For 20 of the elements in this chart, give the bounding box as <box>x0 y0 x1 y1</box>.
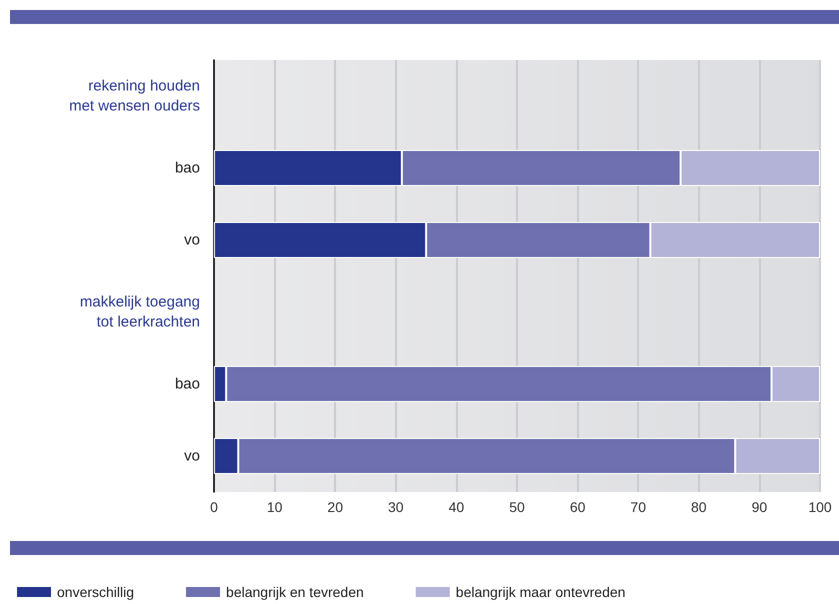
x-tick-label: 30 <box>388 499 404 515</box>
legend-label: onverschillig <box>57 584 134 600</box>
x-tick-label: 0 <box>210 499 218 515</box>
y-tick-label: bao <box>174 160 200 176</box>
x-tick-label: 100 <box>808 499 832 515</box>
y-tick-label: rekening houden met wensen ouders <box>69 78 200 114</box>
y-tick-label: bao <box>174 376 200 392</box>
legend-label: belangrijk maar ontevreden <box>456 584 626 600</box>
y-tick-label: makkelijk toegang tot leerkrachten <box>80 294 200 330</box>
x-tick-label: 20 <box>327 499 344 515</box>
x-tick-label: 40 <box>448 499 464 515</box>
x-tick-label: 50 <box>509 499 525 515</box>
x-tick-label: 80 <box>691 499 707 515</box>
x-tick-label: 90 <box>752 499 768 515</box>
x-tick-label: 70 <box>630 499 646 515</box>
y-tick-label: vo <box>184 448 200 464</box>
x-tick-label: 60 <box>570 499 586 515</box>
x-tick-label: 10 <box>266 499 283 515</box>
y-tick-label: vo <box>184 232 200 248</box>
legend-label: belangrijk en tevreden <box>226 584 364 600</box>
